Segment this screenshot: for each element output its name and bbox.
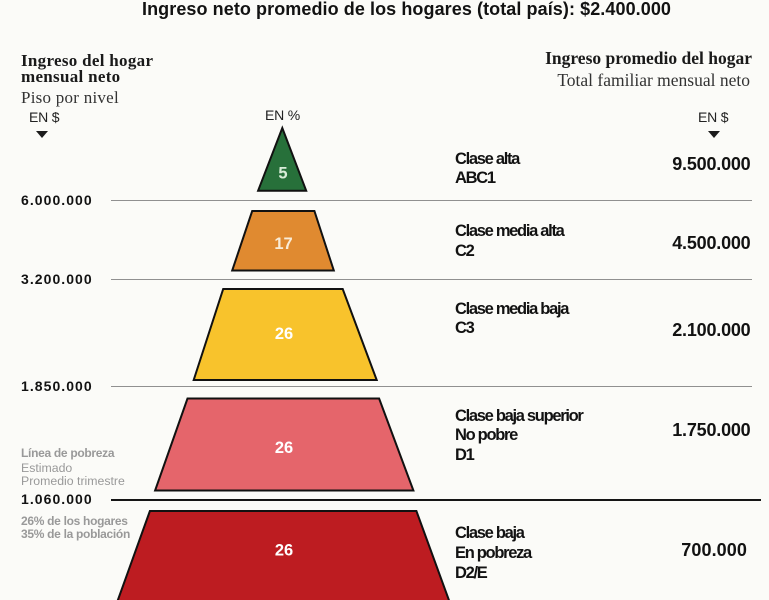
svg-text:26: 26 bbox=[275, 542, 293, 560]
svg-text:26: 26 bbox=[275, 439, 293, 457]
svg-text:26: 26 bbox=[275, 325, 293, 343]
svg-text:17: 17 bbox=[274, 235, 292, 253]
svg-text:5: 5 bbox=[278, 165, 287, 183]
